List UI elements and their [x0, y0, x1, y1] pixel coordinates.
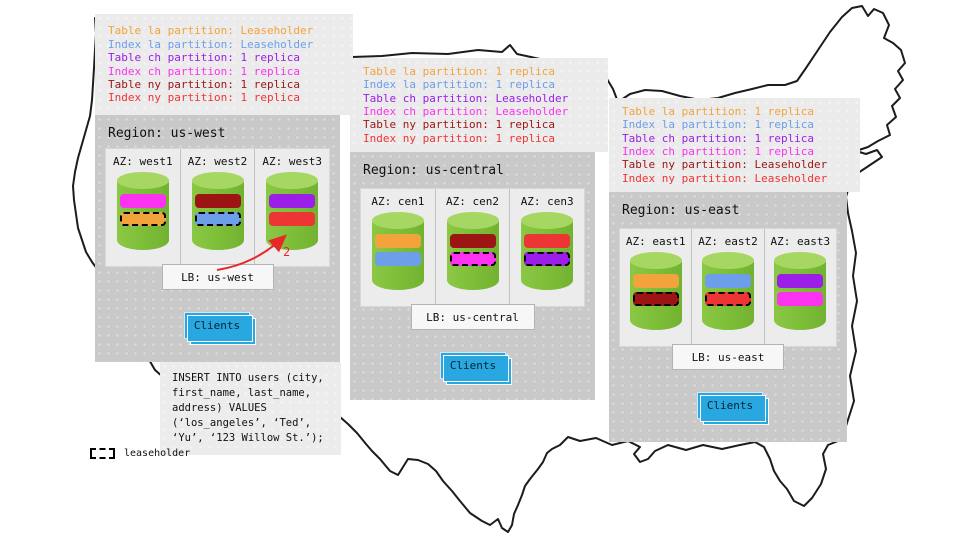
az-panel-cen1: AZ: cen1 [361, 189, 435, 306]
sql-annotation: INSERT INTO users (city, first_name, las… [160, 362, 341, 455]
legend-line: Table ny partition: 1 replica [108, 77, 301, 91]
region-title: Region: us-west [108, 126, 226, 141]
db-node-cylinder [266, 172, 319, 250]
legend-line: Table ny partition: 1 replica [363, 118, 556, 132]
sql-line: (‘los_angeles’, ‘Ted’, [172, 417, 312, 429]
az-panel-west1: AZ: west1 [106, 149, 180, 266]
partition-bar [269, 194, 316, 208]
legend-line: Index la partition: Leaseholder [108, 37, 314, 51]
partition-bar [194, 212, 241, 226]
az-label: AZ: cen2 [446, 195, 499, 208]
leaseholder-label: leaseholder [124, 448, 191, 459]
partition-bar [374, 252, 421, 266]
partition-bar [524, 234, 571, 248]
partition-bar [704, 274, 751, 288]
clients-box: Clients [440, 352, 512, 385]
partition-bar [777, 292, 824, 306]
load-balancer-box: LB: us-east [672, 344, 784, 370]
clients-box: Clients [184, 312, 256, 345]
az-panel-east3: AZ: east3 [763, 229, 836, 346]
az-label: AZ: cen3 [520, 195, 574, 208]
sql-line: ‘Yu’, ‘123 Willow St.’); [172, 432, 324, 444]
legend-line: Index ch partition: 1 replica [622, 145, 815, 158]
leaseholder-swatch-icon [90, 448, 115, 459]
az-panel-west2: AZ: west2 [179, 149, 255, 266]
load-balancer-box: LB: us-west [161, 264, 274, 290]
legend-line: Index ny partition: Leaseholder [622, 171, 828, 185]
region-panel-us-east: Region: us-east AZ: east1 AZ: east2 AZ: … [609, 192, 847, 442]
az-label: AZ: west1 [113, 155, 173, 168]
legend-line: Table ch partition: 1 replica [622, 131, 815, 145]
partition-bar [449, 234, 496, 248]
az-panel-east1: AZ: east1 [620, 229, 691, 346]
legend-line: Index ch partition: 1 replica [108, 64, 301, 78]
partition-bar [269, 212, 316, 226]
az-row: AZ: east1 AZ: east2 AZ: east3 [619, 228, 837, 347]
sql-line: INSERT INTO users (city, [172, 372, 324, 384]
partition-bar [374, 234, 421, 248]
clients-box: Clients [697, 392, 769, 425]
db-node-cylinder [521, 212, 574, 290]
legend-us-central: Table la partition: 1 replica Index la p… [350, 58, 608, 152]
az-label: AZ: east2 [698, 235, 758, 248]
load-balancer-box: LB: us-central [410, 304, 535, 330]
az-label: AZ: west2 [187, 155, 248, 168]
az-panel-cen3: AZ: cen3 [509, 189, 584, 306]
db-node-cylinder [116, 172, 169, 250]
az-row: AZ: cen1 AZ: cen2 AZ: cen3 [360, 188, 585, 307]
db-node-cylinder [446, 212, 499, 290]
legend-line: Table ny partition: Leaseholder [622, 158, 828, 172]
legend-line: Table la partition: 1 replica [622, 104, 815, 118]
az-label: AZ: cen1 [371, 195, 425, 208]
az-panel-west3: AZ: west3 [254, 149, 329, 266]
partition-bar [524, 252, 571, 266]
legend-line: Index ny partition: 1 replica [363, 131, 556, 145]
partition-bar [632, 274, 679, 288]
partition-bar [632, 292, 679, 306]
legend-line: Index ny partition: 1 replica [108, 91, 301, 105]
legend-us-west: Table la partition: Leaseholder Index la… [95, 14, 353, 115]
region-panel-us-west: Region: us-west AZ: west1 AZ: west2 AZ: … [95, 115, 340, 362]
legend-line: Table ch partition: 1 replica [108, 51, 301, 65]
az-label: AZ: west3 [262, 155, 322, 168]
db-node-cylinder [629, 252, 682, 330]
legend-line: Table la partition: Leaseholder [108, 24, 314, 38]
legend-line: Index la partition: 1 replica [622, 118, 815, 132]
partition-bar [777, 274, 824, 288]
partition-bar [119, 194, 166, 208]
region-title: Region: us-east [622, 203, 740, 218]
az-panel-east2: AZ: east2 [691, 229, 763, 346]
partition-bar [449, 252, 496, 266]
db-node-cylinder [701, 252, 754, 330]
az-row: AZ: west1 AZ: west2 AZ: west3 [105, 148, 330, 267]
az-label: AZ: east3 [770, 235, 831, 248]
db-node-cylinder [191, 172, 244, 250]
az-label: AZ: east1 [625, 235, 686, 248]
partition-bar [119, 212, 166, 226]
sql-line: first_name, last_name, [172, 387, 312, 399]
db-node-cylinder [774, 252, 827, 330]
legend-line: Index la partition: 1 replica [363, 78, 556, 92]
region-panel-us-central: Region: us-central AZ: cen1 AZ: cen2 AZ:… [350, 152, 595, 400]
legend-line: Index ch partition: Leaseholder [363, 105, 569, 118]
leaseholder-key: leaseholder [90, 448, 190, 459]
legend-line: Table la partition: 1 replica [363, 64, 556, 78]
partition-bar [194, 194, 241, 208]
legend-us-east: Table la partition: 1 replica Index la p… [609, 98, 860, 192]
db-node-cylinder [371, 212, 424, 290]
region-title: Region: us-central [363, 163, 504, 178]
partition-bar [704, 292, 751, 306]
sql-line: address) VALUES [172, 402, 267, 414]
az-panel-cen2: AZ: cen2 [434, 189, 510, 306]
legend-line: Table ch partition: Leaseholder [363, 91, 569, 105]
